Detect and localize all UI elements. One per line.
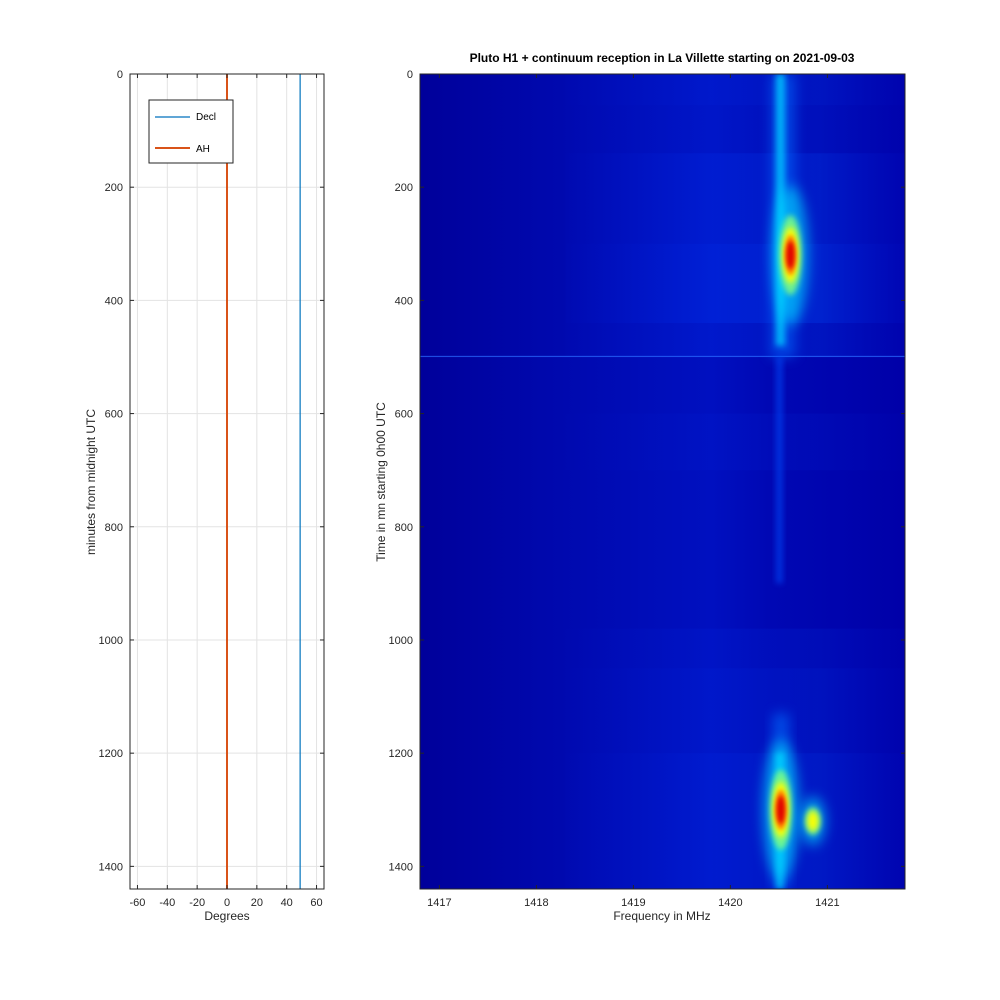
y-axis-label-right: Time in mn starting 0h00 UTC (374, 402, 388, 562)
x-tick-label: 1419 (621, 897, 645, 909)
continuum-band (565, 74, 905, 106)
y-tick-label: 1200 (99, 748, 123, 760)
emission-peak (786, 241, 795, 270)
declination-hour-angle-plot: -60 -40 -20 0 20 40 60020040060080010001200140… (84, 69, 325, 923)
y-tick-label: 400 (105, 295, 123, 307)
x-tick-label: 20 (251, 897, 263, 909)
emission-peak (776, 795, 785, 824)
x-tick-label: 1417 (427, 897, 451, 909)
continuum-band (565, 628, 905, 669)
continuum-band (565, 105, 905, 154)
hydrogen-waterfall-plot: Pluto H1 + continuum reception in La Vil… (374, 51, 906, 923)
legend-label-ah: AH (196, 144, 210, 155)
y-tick-label: 1400 (99, 861, 123, 873)
y-axis-label-left: minutes from midnight UTC (84, 409, 98, 555)
ticks-left: -60 -40 -20 0 20 40 60020040060080010001200140… (99, 69, 324, 909)
x-tick-label: 1421 (815, 897, 839, 909)
interference-line (420, 355, 905, 358)
emission-peak (807, 811, 819, 831)
y-tick-label: 600 (395, 409, 413, 421)
continuum-band (565, 153, 905, 244)
x-tick-label: -20 (189, 897, 205, 909)
x-tick-label: -60 (130, 897, 146, 909)
emission-peaks (762, 185, 826, 880)
x-tick-label: 1418 (524, 897, 548, 909)
y-tick-label: 800 (105, 522, 123, 534)
axes-box-right (419, 73, 906, 890)
legend-box (148, 99, 234, 164)
continuum-band (565, 323, 905, 357)
series-lines-left (226, 74, 301, 889)
y-tick-label: 200 (395, 182, 413, 194)
x-tick-label: 60 (310, 897, 322, 909)
y-tick-label: 0 (117, 69, 123, 81)
continuum-band (565, 413, 905, 471)
ticks-right: 1417 1418 1419 1420 1421 0 200 400 600 800 1000 120… (389, 69, 905, 909)
heatmap-bands (420, 74, 905, 889)
y-tick-label: 200 (105, 182, 123, 194)
y-tick-label: 400 (395, 295, 413, 307)
x-tick-label: 1420 (718, 897, 742, 909)
x-axis-label-left: Degrees (204, 909, 249, 923)
legend: Decl AH (148, 99, 234, 164)
y-tick-label: 800 (395, 522, 413, 534)
y-tick-label: 0 (407, 69, 413, 81)
y-tick-label: 1000 (389, 635, 413, 647)
chart-title: Pluto H1 + continuum reception in La Vil… (470, 51, 855, 65)
heatmap-image (420, 74, 905, 889)
y-tick-label: 1200 (389, 748, 413, 760)
x-tick-label: 0 (224, 897, 230, 909)
continuum-band (565, 668, 905, 754)
y-tick-label: 600 (105, 409, 123, 421)
h1-trace-middle (775, 356, 783, 584)
continuum-band (565, 753, 905, 889)
y-tick-label: 1400 (389, 861, 413, 873)
y-tick-label: 1000 (99, 635, 123, 647)
x-axis-label-right: Frequency in MHz (613, 909, 710, 923)
x-tick-label: 40 (281, 897, 293, 909)
legend-label-decl: Decl (196, 112, 216, 123)
x-tick-label: -40 (159, 897, 175, 909)
continuum-band (565, 243, 905, 324)
